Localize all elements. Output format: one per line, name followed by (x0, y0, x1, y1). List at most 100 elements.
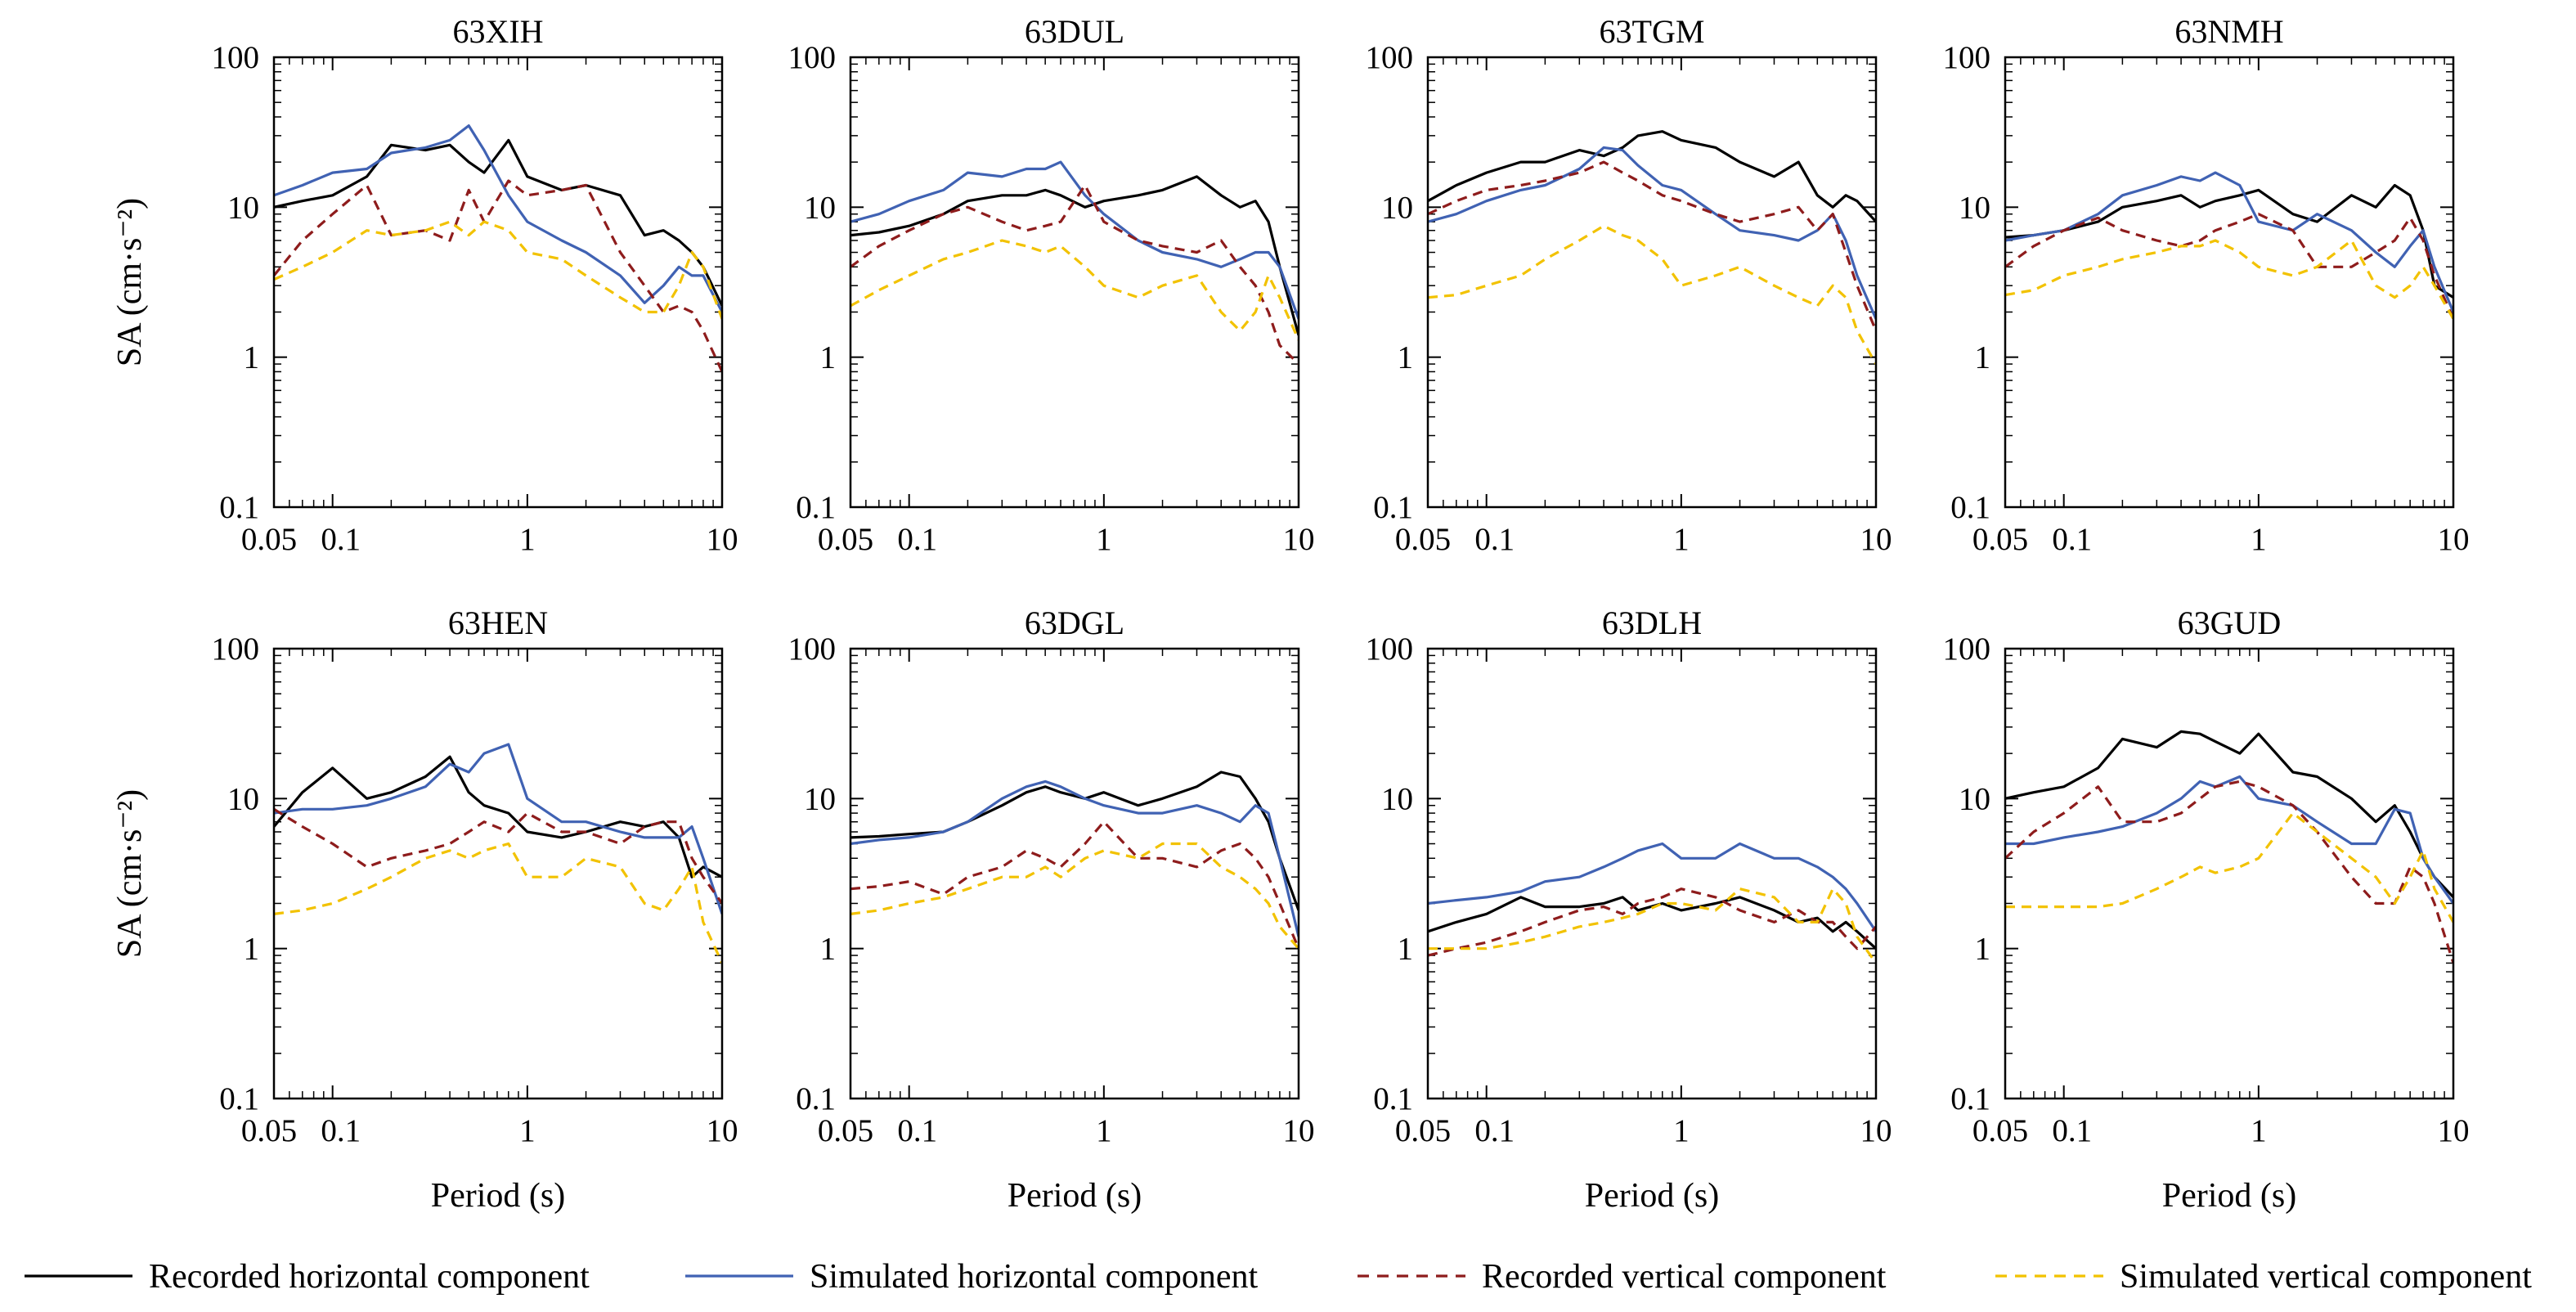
plot-frame (272, 56, 724, 509)
x-tick-label: 0.05 (1395, 1113, 1451, 1148)
x-axis-label: Period (s) (1585, 1177, 1719, 1215)
series-line-simulated-vertical-component (274, 842, 722, 964)
series-line-recorded-horizontal-component (274, 138, 722, 307)
plot-frame (272, 647, 724, 1100)
series-line-simulated-horizontal-component (274, 124, 722, 313)
y-tick-label: 10 (1381, 190, 1413, 225)
x-tick-label: 0.05 (1972, 522, 2028, 557)
legend-item-recorded-horizontal-component: Recorded horizontal component (25, 1258, 590, 1296)
panel-title: 63GUD (2178, 604, 2282, 641)
y-tick-label: 100 (788, 40, 837, 75)
series-line-simulated-vertical-component (2005, 239, 2453, 320)
x-axis-label: Period (s) (1008, 1177, 1142, 1215)
x-tick-label: 1 (2251, 522, 2267, 557)
y-tick-label: 10 (227, 781, 259, 816)
ticks (850, 56, 1299, 508)
ticks (273, 56, 723, 508)
y-tick-label: 0.1 (1950, 490, 1990, 525)
plot-frame (849, 56, 1300, 509)
x-tick-label: 0.1 (1474, 522, 1515, 557)
y-tick-label: 10 (1381, 781, 1413, 816)
plot-frame (1426, 647, 1878, 1100)
y-tick-label: 100 (1943, 631, 1991, 667)
x-tick-label: 10 (1283, 1113, 1315, 1148)
legend-item-simulated-vertical-component: Simulated vertical component (1995, 1258, 2532, 1296)
series-line-simulated-vertical-component (1428, 224, 1876, 365)
series-line-recorded-horizontal-component (1428, 896, 1876, 950)
series-line-simulated-vertical-component (2005, 811, 2453, 923)
plot-frame (2004, 647, 2455, 1100)
plot-frame (849, 647, 1300, 1100)
y-tick-label: 0.1 (1373, 1081, 1413, 1117)
panel-title: 63TGM (1600, 13, 1705, 50)
ticks (1427, 648, 1877, 1099)
ticks (273, 648, 723, 1099)
series-lines (274, 743, 722, 964)
series-line-simulated-horizontal-component (2005, 171, 2453, 313)
y-tick-label: 0.1 (1373, 490, 1413, 525)
x-tick-label: 0.05 (241, 522, 297, 557)
y-tick-label: 100 (212, 631, 260, 667)
series-line-simulated-horizontal-component (1428, 842, 1876, 932)
x-tick-label: 1 (1096, 1113, 1112, 1148)
plot-frame (2004, 56, 2455, 509)
y-tick-label: 0.1 (219, 1081, 259, 1117)
y-tick-label: 0.1 (1950, 1081, 1990, 1117)
y-tick-label: 1 (1398, 932, 1414, 967)
y-tick-label: 10 (804, 781, 836, 816)
series-line-recorded-vertical-component (1428, 887, 1876, 957)
series-lines (274, 124, 722, 373)
series-lines (850, 160, 1299, 366)
x-tick-label: 1 (1673, 522, 1690, 557)
legend: Recorded horizontal component Simulated h… (25, 1258, 2532, 1296)
y-tick-label: 1 (244, 932, 260, 967)
series-line-recorded-horizontal-component (1428, 130, 1876, 223)
panel-title: 63DGL (1025, 604, 1124, 641)
x-tick-label: 0.1 (897, 1113, 937, 1148)
panel-title: 63DLH (1602, 604, 1702, 641)
y-tick-label: 10 (804, 190, 836, 225)
series-line-recorded-vertical-component (274, 807, 722, 905)
series-line-recorded-vertical-component (850, 183, 1299, 366)
x-tick-label: 0.1 (2052, 1113, 2092, 1148)
y-axis-label: SA (cm·s⁻²) (111, 198, 149, 366)
series-line-simulated-horizontal-component (850, 780, 1299, 937)
series-lines (1428, 842, 1876, 964)
ticks (2004, 648, 2454, 1099)
y-tick-label: 100 (1943, 40, 1991, 75)
y-tick-label: 0.1 (796, 1081, 836, 1117)
legend-label: Simulated vertical component (2120, 1258, 2532, 1296)
series-line-simulated-vertical-component (850, 842, 1299, 950)
y-tick-label: 1 (1975, 340, 1991, 375)
x-tick-label: 0.05 (1395, 522, 1451, 557)
y-tick-label: 100 (788, 631, 837, 667)
legend-label: Simulated horizontal component (810, 1258, 1259, 1296)
y-tick-label: 0.1 (219, 490, 259, 525)
x-tick-label: 10 (707, 522, 738, 557)
x-tick-label: 0.05 (1972, 1113, 2028, 1148)
legend-label: Recorded horizontal component (149, 1258, 590, 1296)
x-axis-label: Period (s) (431, 1177, 565, 1215)
ticks (1427, 56, 1877, 508)
series-line-recorded-horizontal-component (2005, 730, 2453, 898)
series-line-simulated-vertical-component (274, 220, 722, 320)
legend-item-simulated-horizontal-component: Simulated horizontal component (685, 1258, 1259, 1296)
y-tick-label: 1 (1975, 932, 1991, 967)
x-tick-label: 0.05 (241, 1113, 297, 1148)
series-line-simulated-horizontal-component (274, 743, 722, 914)
y-axis-label: SA (cm·s⁻²) (111, 789, 149, 958)
series-line-recorded-vertical-component (2005, 780, 2453, 964)
panel-title: 63XIH (452, 13, 543, 50)
series-line-recorded-vertical-component (2005, 213, 2453, 320)
x-tick-label: 1 (519, 1113, 536, 1148)
x-tick-label: 0.1 (321, 1113, 361, 1148)
y-tick-label: 0.1 (796, 490, 836, 525)
